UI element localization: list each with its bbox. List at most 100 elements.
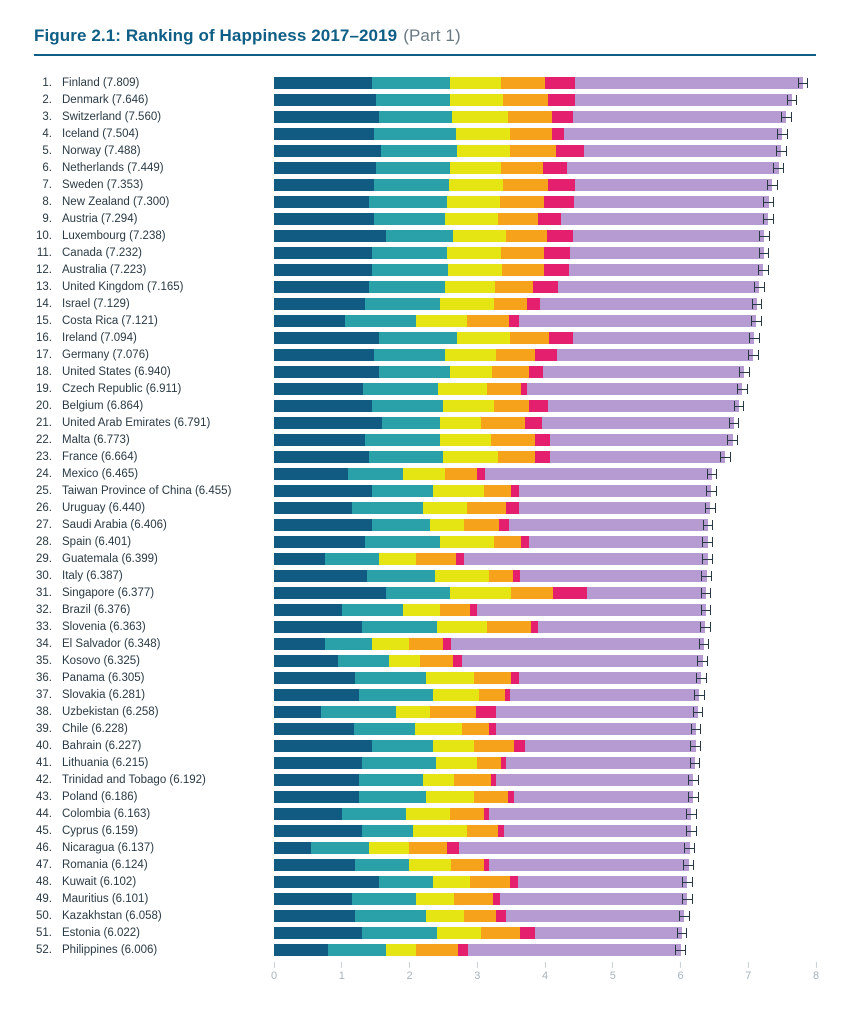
bar-row: [274, 278, 816, 295]
bar-segment: [547, 230, 573, 242]
bar-segment: [386, 587, 450, 599]
bar-segment: [420, 655, 454, 667]
stacked-bar: [274, 315, 756, 327]
bar-segment: [354, 723, 415, 735]
bar-segment: [426, 791, 473, 803]
bar-segment: [467, 315, 509, 327]
bar-segment: [504, 825, 691, 837]
country-label-row: 44.Colombia (6.163): [34, 805, 274, 822]
rank-number: 20.: [34, 400, 52, 412]
bar-segment: [520, 570, 707, 582]
bar-row: [274, 244, 816, 261]
stacked-bar: [274, 400, 739, 412]
country-name: Saudi Arabia (6.406): [62, 519, 167, 531]
bar-segment: [457, 332, 510, 344]
bar-segment: [456, 553, 464, 565]
bar-segment: [274, 502, 352, 514]
bar-segment: [274, 757, 362, 769]
country-label-row: 5.Norway (7.488): [34, 142, 274, 159]
country-name: Austria (7.294): [62, 213, 137, 225]
x-axis-tick-label: 6: [677, 970, 683, 982]
bar-segment: [453, 230, 506, 242]
bar-segment: [365, 536, 440, 548]
country-label-row: 4.Iceland (7.504): [34, 125, 274, 142]
bar-segment: [489, 808, 691, 820]
bar-segment: [447, 247, 501, 259]
figure-title-part: (Part 1): [403, 26, 460, 46]
bar-segment: [386, 230, 454, 242]
bar-segment: [538, 213, 562, 225]
bar-segment: [450, 808, 484, 820]
plot-area: [274, 74, 816, 958]
bar-segment: [274, 876, 379, 888]
stacked-bar: [274, 468, 712, 480]
bar-segment: [379, 876, 433, 888]
bar-segment: [450, 587, 511, 599]
bar-segment: [494, 536, 521, 548]
bar-row: [274, 91, 816, 108]
bar-segment: [450, 366, 492, 378]
bar-segment: [496, 723, 696, 735]
country-name: Sweden (7.353): [62, 179, 143, 191]
stacked-bar: [274, 808, 692, 820]
bar-segment: [376, 94, 450, 106]
bar-segment: [477, 604, 706, 616]
country-label-row: 13.United Kingdom (7.165): [34, 278, 274, 295]
bar-segment: [274, 417, 382, 429]
bar-row: [274, 499, 816, 516]
country-name: Nicaragua (6.137): [62, 842, 154, 854]
rank-number: 28.: [34, 536, 52, 548]
bar-segment: [274, 230, 386, 242]
bar-segment: [274, 655, 338, 667]
bar-segment: [430, 706, 476, 718]
bar-segment: [423, 774, 453, 786]
title-rule: [34, 54, 816, 56]
bar-row: [274, 652, 816, 669]
bar-segment: [396, 706, 430, 718]
rank-number: 32.: [34, 604, 52, 616]
bar-segment: [274, 604, 342, 616]
bar-segment: [492, 366, 529, 378]
bar-segment: [403, 468, 445, 480]
bar-segment: [454, 893, 493, 905]
bar-segment: [569, 264, 763, 276]
country-label-row: 52.Philippines (6.006): [34, 941, 274, 958]
country-name: Norway (7.488): [62, 145, 141, 157]
bar-segment: [274, 94, 376, 106]
stacked-bar: [274, 944, 681, 956]
bar-segment: [491, 434, 535, 446]
country-label-row: 42.Trinidad and Tobago (6.192): [34, 771, 274, 788]
bar-segment: [519, 485, 711, 497]
stacked-bar: [274, 519, 708, 531]
bar-segment: [447, 196, 500, 208]
bar-segment: [372, 247, 447, 259]
country-label-row: 49.Mauritius (6.101): [34, 890, 274, 907]
bar-row: [274, 397, 816, 414]
stacked-bar: [274, 672, 701, 684]
bar-segment: [511, 672, 519, 684]
bar-segment: [509, 519, 708, 531]
x-axis: 012345678: [274, 962, 816, 984]
country-label-row: 35.Kosovo (6.325): [34, 652, 274, 669]
bar-segment: [423, 502, 467, 514]
rank-number: 1.: [34, 77, 52, 89]
bar-row: [274, 363, 816, 380]
stacked-bar: [274, 281, 759, 293]
bar-row: [274, 618, 816, 635]
bar-segment: [274, 893, 352, 905]
rank-number: 50.: [34, 910, 52, 922]
bar-row: [274, 805, 816, 822]
bar-segment: [535, 434, 550, 446]
bar-row: [274, 414, 816, 431]
bar-segment: [367, 570, 435, 582]
bar-segment: [496, 349, 535, 361]
stacked-bar: [274, 264, 763, 276]
rank-number: 2.: [34, 94, 52, 106]
country-label-row: 2.Denmark (7.646): [34, 91, 274, 108]
bar-segment: [519, 672, 701, 684]
bar-segment: [440, 298, 494, 310]
country-name: Finland (7.809): [62, 77, 139, 89]
rank-number: 23.: [34, 451, 52, 463]
bar-segment: [437, 621, 488, 633]
bar-segment: [529, 536, 707, 548]
